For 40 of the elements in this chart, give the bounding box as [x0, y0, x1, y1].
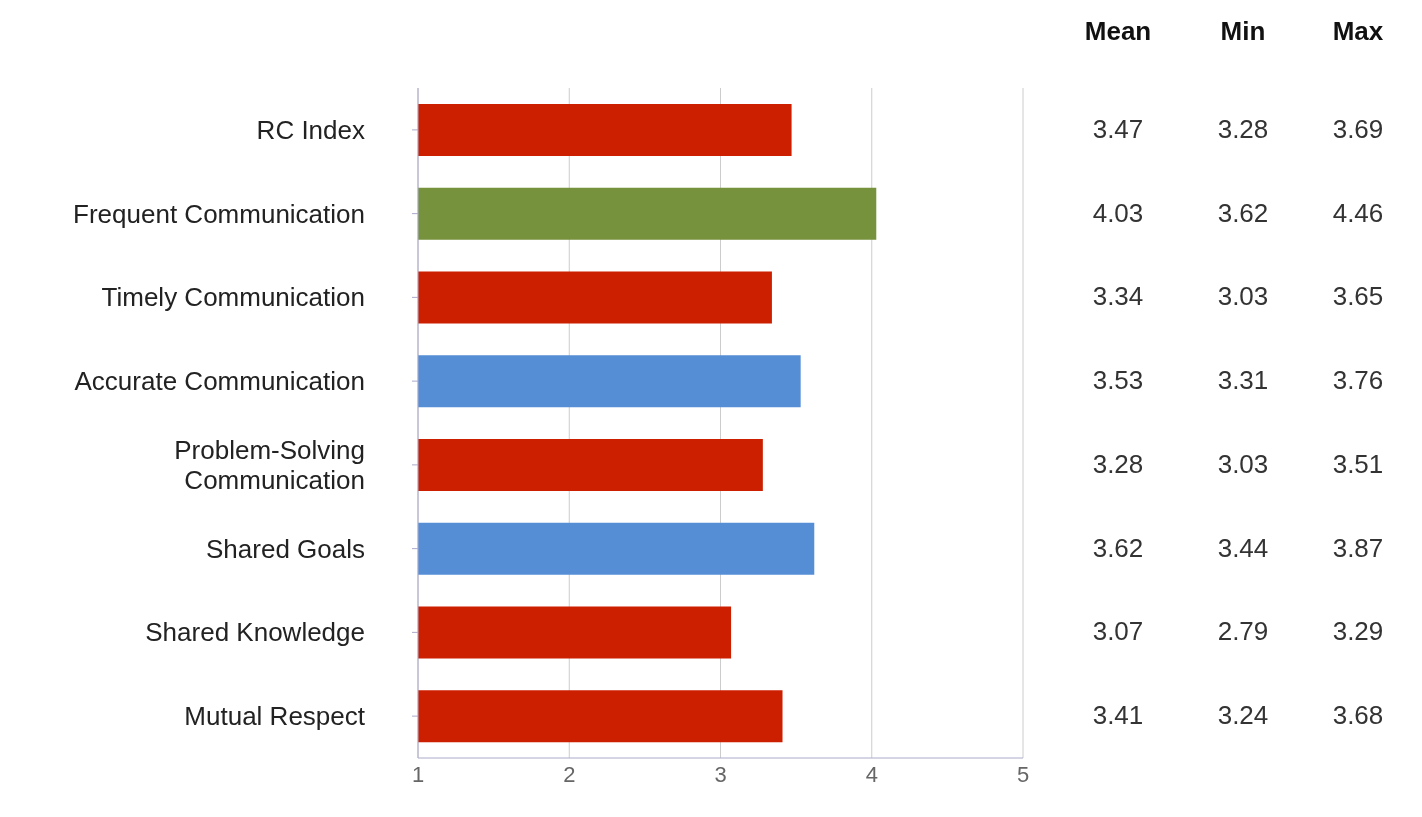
text: 3.29 — [1331, 616, 1385, 648]
text: 2.79 — [1216, 616, 1270, 648]
y-tick-label: Shared Knowledge — [145, 617, 365, 648]
x-tick-label: 2 — [563, 761, 576, 787]
text: 3.24 — [1216, 700, 1270, 732]
x-tick-label: 4 — [865, 761, 878, 787]
text: 3.44 — [1216, 532, 1270, 564]
text: 3.76 — [1331, 365, 1385, 397]
y-tick-label: Timely Communication — [101, 282, 365, 313]
y-tick-label: Problem-Solving Communication — [174, 434, 365, 495]
y-tick-label: Mutual Respect — [184, 701, 366, 732]
text: 3.28 — [1216, 113, 1270, 145]
y-tick-label: Accurate Communication — [74, 366, 365, 397]
x-tick-label: 3 — [714, 761, 727, 787]
text: 3.65 — [1331, 281, 1385, 313]
text: Mean — [1083, 16, 1153, 47]
text: 3.62 — [1216, 197, 1270, 229]
text: Max — [1331, 16, 1385, 47]
y-tick-label: Frequent Communication — [73, 198, 365, 229]
text: 4.46 — [1331, 197, 1385, 229]
data-label: 3.47 — [1091, 113, 1145, 145]
data-label: 3.28 — [1091, 448, 1145, 480]
y-tick-label: Shared Goals — [206, 533, 365, 564]
data-label: 3.07 — [1091, 616, 1145, 648]
y-tick-label: RC Index — [256, 114, 365, 145]
data-label: 3.34 — [1091, 281, 1145, 313]
text: 3.68 — [1331, 700, 1385, 732]
data-label: 3.62 — [1091, 532, 1145, 564]
text: 3.03 — [1216, 281, 1270, 313]
text: 3.87 — [1331, 532, 1385, 564]
text: 3.03 — [1216, 448, 1270, 480]
text: 3.31 — [1216, 365, 1270, 397]
text: Min — [1219, 16, 1267, 47]
text: 3.69 — [1331, 113, 1385, 145]
x-tick-label: 5 — [1016, 761, 1030, 787]
data-label: 3.41 — [1091, 700, 1145, 732]
data-label: 4.03 — [1091, 197, 1145, 229]
text: 3.51 — [1331, 448, 1385, 480]
x-tick-label: 1 — [411, 761, 425, 787]
data-label: 3.53 — [1091, 365, 1145, 397]
